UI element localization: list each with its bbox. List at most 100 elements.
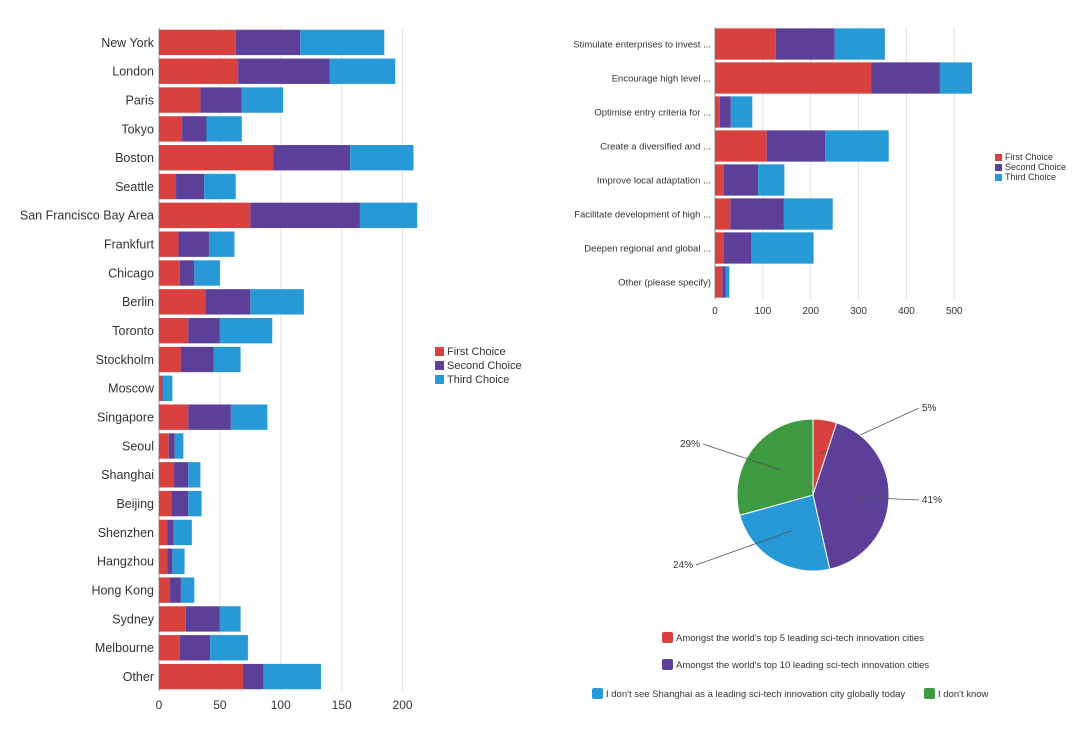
category-label: Stimulate enterprises to invest ... xyxy=(573,39,711,50)
bar-second-choice-hong-kong xyxy=(169,577,181,603)
cities-bar-chart: 0 50 100 150 200 New York London Paris Tokyo Bost… xyxy=(20,28,522,712)
category-label: Other (please specify) xyxy=(618,277,711,288)
pie-legend-label-4: I don't know xyxy=(938,689,989,700)
category-label: Other xyxy=(123,670,154,684)
category-label: Toronto xyxy=(112,324,154,338)
pie-data-label-4: 29% xyxy=(680,439,700,450)
category-label: New York xyxy=(101,36,155,50)
category-label: Optimise entry criteria for ... xyxy=(594,107,711,118)
bar-third-choice-seoul xyxy=(174,433,184,459)
bar-third-choice-moscow xyxy=(162,375,173,402)
bar-third-choice-sydney xyxy=(219,606,241,632)
bar-first-choice-frankfurt xyxy=(159,231,179,257)
bar-first-choice-stimulate-enterprises-to-invest xyxy=(715,28,776,60)
category-label: Facilitate development of high ... xyxy=(574,209,711,220)
bar-first-choice-facilitate-development-of-high xyxy=(715,198,731,230)
legend-label-second-choice: Second Choice xyxy=(447,360,522,372)
category-label: Paris xyxy=(126,93,154,107)
category-label: Chicago xyxy=(108,266,154,280)
category-label: Create a diversified and ... xyxy=(600,141,711,152)
category-label: Seoul xyxy=(122,439,154,453)
measures-bar-chart: 0 100 200 300 400 500 Stimulate enterprises to… xyxy=(573,27,1066,317)
bar-second-choice-other xyxy=(243,663,264,690)
bar-first-choice-london xyxy=(159,58,239,84)
category-label: San Francisco Bay Area xyxy=(20,209,154,223)
bar-first-choice-seattle xyxy=(159,173,177,200)
category-label: Beijing xyxy=(116,497,154,511)
bar-third-choice-berlin xyxy=(250,289,304,315)
category-label: Frankfurt xyxy=(104,238,155,252)
category-label: London xyxy=(112,65,154,79)
pie-legend-label-3: I don't see Shanghai as a leading sci-te… xyxy=(606,689,905,700)
pie-legend-swatch-4 xyxy=(924,688,935,699)
category-label: Shanghai xyxy=(101,468,154,482)
x-tick-label: 50 xyxy=(213,698,227,712)
bar-first-choice-paris xyxy=(159,87,201,113)
bar-second-choice-other-please-specify xyxy=(722,266,726,298)
pie-legend-label-1: Amongst the world's top 5 leading sci-te… xyxy=(676,633,924,644)
bar-second-choice-optimise-entry-criteria-for xyxy=(719,96,731,128)
bar-first-choice-shanghai xyxy=(159,462,174,488)
bar-first-choice-hong-kong xyxy=(159,577,170,603)
bar-third-choice-facilitate-development-of-high xyxy=(783,198,833,230)
x-tick-label: 0 xyxy=(156,698,163,712)
bar-first-choice-melbourne xyxy=(159,635,180,661)
pie-legend-swatch-3 xyxy=(592,688,603,699)
x-tick-label: 0 xyxy=(712,306,718,317)
category-label: Encourage high level ... xyxy=(612,73,711,84)
bar-first-choice-berlin xyxy=(159,289,206,315)
pie-data-label-1: 5% xyxy=(922,403,937,414)
bar-first-choice-create-a-diversified-and xyxy=(715,130,767,162)
bar-second-choice-toronto xyxy=(188,317,220,344)
bar-third-choice-tokyo xyxy=(206,116,242,142)
bar-first-choice-deepen-regional-and-global xyxy=(715,232,724,264)
bar-third-choice-boston xyxy=(350,145,414,171)
category-label: Melbourne xyxy=(95,641,154,655)
bar-third-choice-other xyxy=(263,663,321,690)
pie-data-label-3: 24% xyxy=(673,560,693,571)
bar-second-choice-chicago xyxy=(179,260,195,286)
bar-third-choice-chicago xyxy=(194,260,220,286)
bar-first-choice-hangzhou xyxy=(159,548,168,574)
bar-first-choice-moscow xyxy=(159,375,162,402)
category-label: Stockholm xyxy=(96,353,154,367)
category-label: Tokyo xyxy=(121,122,154,136)
bar-second-choice-shanghai xyxy=(173,462,189,488)
legend-label-third-choice: Third Choice xyxy=(1005,172,1056,182)
bar-second-choice-encourage-high-level xyxy=(871,62,940,94)
bar-third-choice-frankfurt xyxy=(208,231,235,257)
bar-third-choice-melbourne xyxy=(210,635,248,661)
bar-third-choice-seattle xyxy=(204,173,236,200)
bar-second-choice-melbourne xyxy=(179,635,211,661)
bar-second-choice-seattle xyxy=(176,173,205,200)
bar-second-choice-deepen-regional-and-global xyxy=(723,232,752,264)
bar-third-choice-singapore xyxy=(230,404,268,430)
bar-first-choice-optimise-entry-criteria-for xyxy=(715,96,720,128)
bar-third-choice-shenzhen xyxy=(173,519,192,546)
pie-leader-line-4 xyxy=(702,443,780,471)
bar-second-choice-facilitate-development-of-high xyxy=(730,198,784,230)
legend-label-third-choice: Third Choice xyxy=(447,374,509,386)
pie-data-label-2: 41% xyxy=(922,495,942,506)
bar-third-choice-london xyxy=(329,58,396,84)
bar-first-choice-sydney xyxy=(159,606,186,632)
pie-legend-label-2: Amongst the world's top 10 leading sci-t… xyxy=(676,660,929,671)
bar-first-choice-other xyxy=(159,663,244,690)
bar-second-choice-berlin xyxy=(205,289,251,315)
pie-legend-swatch-1 xyxy=(662,632,673,643)
category-label: Hong Kong xyxy=(91,583,154,597)
bar-second-choice-frankfurt xyxy=(178,231,209,257)
bar-first-choice-tokyo xyxy=(159,116,183,142)
category-label: Improve local adaptation ... xyxy=(597,175,711,186)
bar-first-choice-other-please-specify xyxy=(715,266,723,298)
bar-first-choice-chicago xyxy=(159,260,180,286)
bar-third-choice-stimulate-enterprises-to-invest xyxy=(834,28,885,60)
category-label: Sydney xyxy=(112,612,154,626)
bar-third-choice-other-please-specify xyxy=(725,266,730,298)
bar-third-choice-toronto xyxy=(219,317,273,344)
bar-second-choice-create-a-diversified-and xyxy=(766,130,826,162)
legend-label-first-choice: First Choice xyxy=(1005,152,1053,162)
bar-second-choice-stimulate-enterprises-to-invest xyxy=(775,28,835,60)
